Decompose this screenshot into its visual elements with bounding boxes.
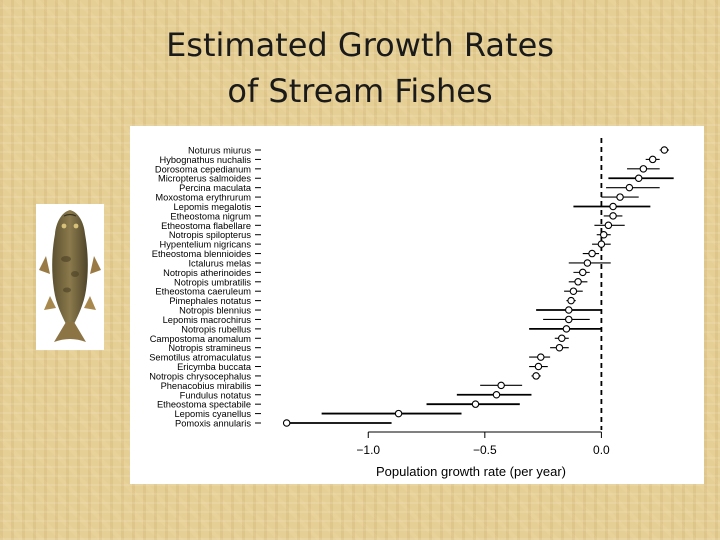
estimate-point — [634, 174, 643, 182]
species-label: Semotilus atromaculatus — [149, 353, 251, 363]
estimate-point — [597, 240, 606, 248]
estimate-point — [534, 362, 543, 371]
estimate-point — [565, 315, 573, 324]
estimate-point — [660, 146, 669, 154]
species-label: Hypentelium nigricans — [160, 240, 252, 250]
estimate-point — [282, 419, 291, 427]
estimate-point — [609, 212, 617, 220]
estimate-point — [471, 400, 480, 408]
estimate-point — [639, 165, 648, 173]
title-line-1: Estimated Growth Rates — [166, 26, 554, 64]
estimate-point — [558, 334, 566, 343]
slide-title: Estimated Growth Rates of Stream Fishes — [0, 22, 720, 114]
species-label: Etheostoma spectabile — [157, 400, 251, 410]
estimate-point — [599, 230, 608, 239]
species-label: Phenacobius mirabilis — [161, 381, 252, 391]
species-label: Pomoxis annularis — [175, 419, 251, 429]
species-label: Noturus miurus — [188, 146, 251, 156]
estimate-point — [394, 409, 403, 418]
estimate-point — [583, 259, 592, 267]
x-tick-label: −0.5 — [473, 443, 497, 457]
species-label: Notropis chrysocephalus — [149, 371, 251, 381]
species-label: Etheostoma caeruleum — [155, 287, 251, 297]
estimate-point — [567, 296, 575, 305]
species-label: Moxostoma erythrurum — [155, 193, 251, 203]
estimate-point — [555, 343, 564, 352]
estimate-point — [625, 183, 634, 192]
species-label: Dorosoma cepedianum — [155, 164, 251, 174]
species-label: Hybognathus nuchalis — [160, 155, 252, 165]
species-label: Notropis umbratilis — [174, 277, 251, 287]
x-tick-label: 0.0 — [593, 443, 610, 457]
title-line-2: of Stream Fishes — [227, 72, 493, 110]
estimate-point — [569, 287, 578, 295]
species-label: Lepomis cyanellus — [175, 409, 252, 419]
species-label: Notropis atherinoides — [163, 268, 251, 278]
estimate-point — [497, 381, 505, 390]
estimate-point — [537, 353, 545, 361]
fish-image — [36, 204, 104, 350]
species-label: Etheostoma nigrum — [170, 211, 251, 221]
species-label: Notropis blennius — [179, 306, 251, 316]
estimate-point — [574, 278, 582, 286]
estimate-point — [578, 268, 587, 277]
species-label: Lepomis macrochirus — [163, 315, 252, 325]
species-label: Pimephales notatus — [169, 296, 251, 306]
species-label: Etheostoma flabellare — [161, 221, 251, 231]
species-label: Campostoma anomalum — [150, 334, 252, 344]
x-axis-title: Population growth rate (per year) — [376, 464, 566, 479]
species-label: Micropterus salmoides — [158, 174, 251, 184]
estimate-point — [532, 372, 540, 380]
species-label: Percina maculata — [179, 183, 252, 193]
estimate-point — [616, 193, 624, 201]
chart-panel: Noturus miurus Hybognathus nuchalis Doroso… — [130, 126, 704, 484]
estimate-point — [588, 249, 596, 258]
species-label: Ictalurus melas — [188, 258, 251, 268]
species-label: Notropis stramineus — [168, 343, 251, 353]
estimate-point — [648, 155, 657, 164]
estimate-point — [562, 325, 571, 333]
species-label: Etheostoma blennioides — [152, 249, 252, 259]
species-label: Notropis spilopterus — [169, 230, 252, 240]
species-label: Fundulus notatus — [180, 390, 252, 400]
species-label: Lepomis megalotis — [173, 202, 251, 212]
species-label: Notropis rubellus — [181, 324, 251, 334]
x-tick-label: −1.0 — [356, 443, 380, 457]
estimate-point — [609, 202, 617, 211]
fish-icon — [39, 210, 101, 342]
species-label: Ericymba buccata — [177, 362, 252, 372]
estimate-point — [565, 306, 573, 314]
estimate-point — [604, 221, 613, 230]
estimate-point — [492, 391, 501, 399]
